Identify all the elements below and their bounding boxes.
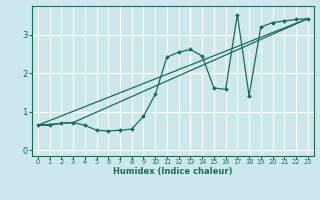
X-axis label: Humidex (Indice chaleur): Humidex (Indice chaleur)	[113, 167, 233, 176]
